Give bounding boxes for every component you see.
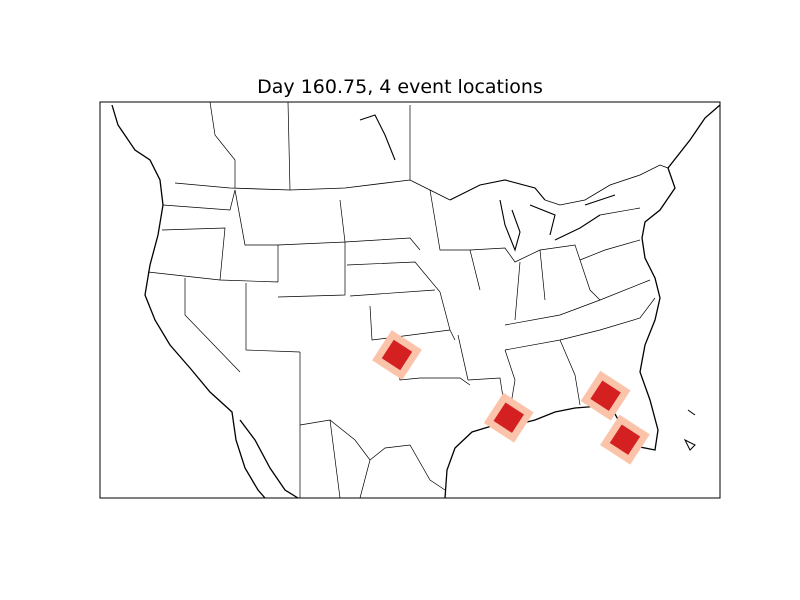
event-marker-core [381,339,413,371]
florida-islands [683,409,696,451]
state-boundaries [147,102,656,498]
event-marker-core [590,380,621,411]
event-markers [372,330,650,465]
map-title: Day 160.75, 4 event locations [257,76,543,98]
event-marker-core [493,402,524,433]
canada-us-border [174,164,669,206]
event-marker-core [609,424,641,455]
great-lakes [359,114,616,252]
map-frame [99,101,721,499]
